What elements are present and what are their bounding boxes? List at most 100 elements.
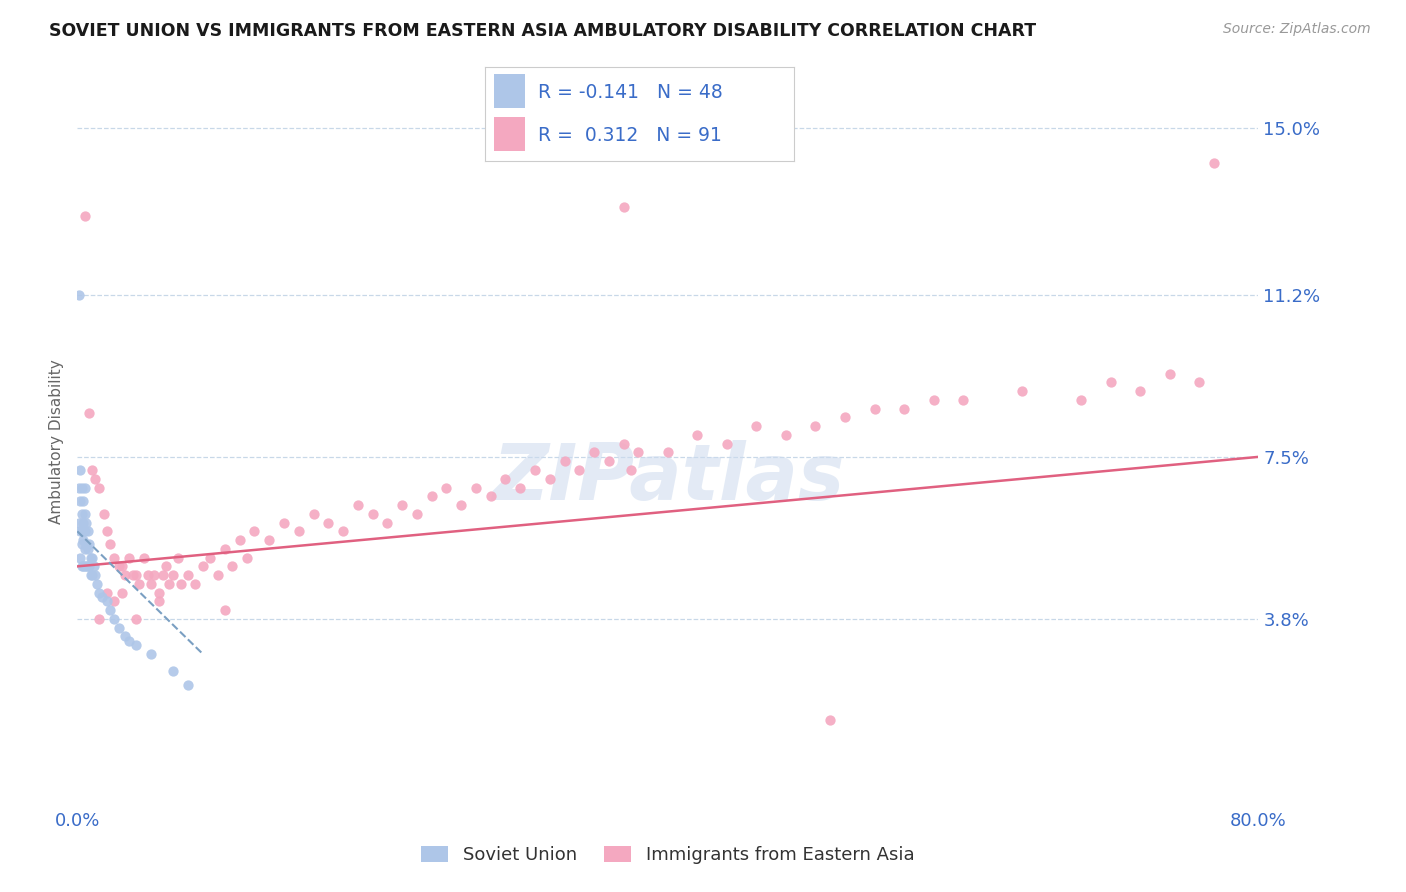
- Point: [834, 410, 856, 425]
- Point: [495, 472, 517, 486]
- Point: [236, 550, 259, 565]
- Point: [598, 454, 620, 468]
- Point: [77, 537, 100, 551]
- Point: [613, 200, 636, 214]
- Point: [114, 568, 136, 582]
- Point: [86, 577, 108, 591]
- Point: [73, 507, 96, 521]
- Point: [75, 559, 97, 574]
- Point: [361, 507, 384, 521]
- Point: [318, 516, 340, 530]
- Point: [745, 419, 768, 434]
- Point: [103, 550, 125, 565]
- Point: [893, 401, 915, 416]
- Point: [177, 568, 200, 582]
- Point: [82, 463, 104, 477]
- Text: SOVIET UNION VS IMMIGRANTS FROM EASTERN ASIA AMBULATORY DISABILITY CORRELATION C: SOVIET UNION VS IMMIGRANTS FROM EASTERN …: [49, 22, 1036, 40]
- Point: [73, 559, 96, 574]
- Point: [288, 524, 311, 539]
- Point: [73, 541, 96, 556]
- Point: [406, 507, 429, 521]
- Point: [479, 489, 502, 503]
- Point: [75, 516, 97, 530]
- Point: [107, 621, 129, 635]
- Point: [84, 472, 107, 486]
- Point: [155, 559, 177, 574]
- Point: [73, 209, 96, 223]
- Point: [170, 577, 193, 591]
- Point: [98, 537, 121, 551]
- Point: [804, 419, 827, 434]
- Point: [177, 678, 200, 692]
- Point: [820, 713, 842, 727]
- Point: [73, 481, 96, 495]
- Point: [450, 498, 472, 512]
- Point: [613, 436, 636, 450]
- Point: [538, 472, 561, 486]
- Point: [1099, 376, 1122, 390]
- Point: [148, 585, 170, 599]
- Point: [136, 568, 159, 582]
- Point: [157, 577, 180, 591]
- Point: [464, 481, 488, 495]
- Point: [775, 428, 797, 442]
- Point: [72, 516, 94, 530]
- Text: R =  0.312   N = 91: R = 0.312 N = 91: [537, 126, 721, 145]
- Point: [332, 524, 354, 539]
- Point: [103, 612, 125, 626]
- Point: [922, 392, 945, 407]
- Point: [89, 612, 111, 626]
- Y-axis label: Ambulatory Disability: Ambulatory Disability: [49, 359, 65, 524]
- Point: [70, 481, 93, 495]
- Point: [162, 665, 184, 679]
- Point: [72, 493, 94, 508]
- Point: [93, 507, 115, 521]
- FancyBboxPatch shape: [495, 118, 526, 152]
- Point: [128, 577, 150, 591]
- Point: [524, 463, 547, 477]
- Point: [76, 541, 98, 556]
- Point: [69, 550, 91, 565]
- Point: [67, 516, 90, 530]
- Legend: Soviet Union, Immigrants from Eastern Asia: Soviet Union, Immigrants from Eastern As…: [415, 838, 921, 871]
- Point: [1070, 392, 1092, 407]
- Point: [221, 559, 243, 574]
- Point: [118, 633, 141, 648]
- Point: [346, 498, 368, 512]
- Point: [89, 481, 111, 495]
- Point: [243, 524, 266, 539]
- Point: [75, 537, 97, 551]
- Point: [863, 401, 886, 416]
- Point: [568, 463, 591, 477]
- Point: [72, 533, 94, 547]
- Text: Source: ZipAtlas.com: Source: ZipAtlas.com: [1223, 22, 1371, 37]
- Point: [96, 594, 118, 608]
- Point: [91, 590, 114, 604]
- Point: [83, 559, 105, 574]
- Point: [509, 481, 531, 495]
- Point: [207, 568, 229, 582]
- Point: [70, 524, 93, 539]
- Point: [166, 550, 188, 565]
- Point: [162, 568, 184, 582]
- Point: [554, 454, 576, 468]
- Point: [72, 559, 94, 574]
- Point: [98, 603, 121, 617]
- Point: [141, 577, 163, 591]
- Point: [125, 568, 148, 582]
- Point: [583, 445, 606, 459]
- Point: [214, 603, 236, 617]
- Point: [70, 537, 93, 551]
- Point: [82, 568, 104, 582]
- Point: [627, 445, 650, 459]
- Point: [125, 638, 148, 652]
- Point: [716, 436, 738, 450]
- Point: [191, 559, 214, 574]
- Point: [132, 550, 155, 565]
- Point: [125, 612, 148, 626]
- Point: [73, 524, 96, 539]
- Point: [200, 550, 222, 565]
- Point: [114, 630, 136, 644]
- Point: [96, 585, 118, 599]
- Point: [391, 498, 413, 512]
